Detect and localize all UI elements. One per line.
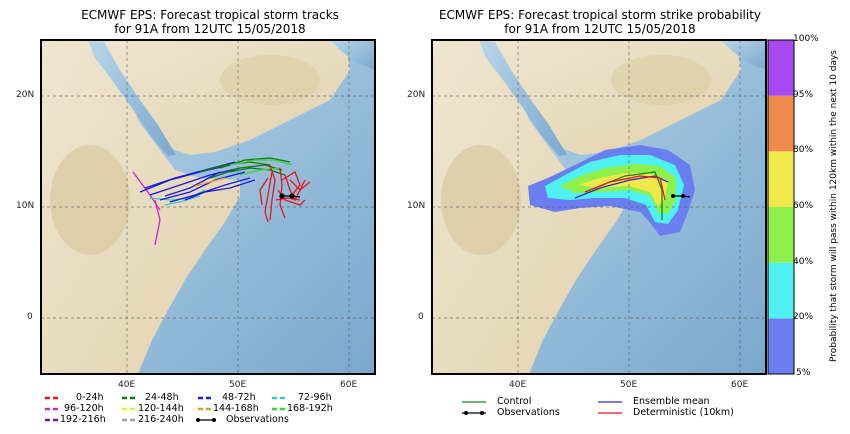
- right-lon-label-50e: 50E: [620, 380, 638, 390]
- left-africa-land: [41, 40, 240, 374]
- legend-item-96-120h: 96-120h: [64, 403, 104, 414]
- legend-item-72-96h: 72-96h: [298, 392, 332, 403]
- legend-item-144-168h: 144-168h: [213, 403, 259, 414]
- colorbar-tick-label: 100%: [793, 34, 819, 44]
- colorbar: [767, 39, 795, 375]
- left-lat-label-20n: 20N: [16, 90, 35, 100]
- right-africa-land: [432, 40, 631, 374]
- colorbar-band: [768, 207, 794, 263]
- right-map: [432, 40, 766, 374]
- left-title: ECMWF EPS: Forecast tropical storm track…: [40, 8, 380, 36]
- colorbar-band: [768, 318, 794, 374]
- right-map-frame: [431, 39, 767, 375]
- legend-ensemble-mean: Ensemble mean: [633, 396, 710, 407]
- left-lat-label-0: 0: [27, 312, 33, 322]
- colorbar-tick-label: 80%: [793, 145, 814, 156]
- left-map: [41, 40, 375, 374]
- colorbar-band: [768, 95, 794, 152]
- right-lat-label-20n: 20N: [407, 90, 426, 100]
- colorbar-band: [768, 40, 794, 96]
- right-lat-label-10n: 10N: [407, 201, 426, 211]
- left-lon-label-60e: 60E: [340, 380, 358, 390]
- legend-item-120-144h: 120-144h: [138, 403, 184, 414]
- left-lat-label-10n: 10N: [16, 201, 35, 211]
- left-red-sea: [88, 40, 176, 156]
- colorbar-tick-label: 40%: [793, 256, 814, 267]
- right-lat-label-0: 0: [418, 312, 424, 322]
- legend-item-0-24h: 0-24h: [76, 392, 104, 403]
- legend-item-24-48h: 24-48h: [145, 392, 179, 403]
- control-track: [599, 171, 663, 220]
- right-title-line2: for 91A from 12UTC 15/05/2018: [504, 22, 696, 36]
- legend-item-48-72h: 48-72h: [222, 392, 256, 403]
- right-title-line1: ECMWF EPS: Forecast tropical storm strik…: [438, 8, 762, 22]
- colorbar-tick-label: 95%: [793, 89, 814, 100]
- left-title-line1: ECMWF EPS: Forecast tropical storm track…: [81, 8, 339, 22]
- legend-item-216-240h: 216-240h: [138, 414, 184, 425]
- colorbar-tick-label: 60%: [793, 201, 814, 211]
- left-observations: [279, 193, 301, 199]
- left-tracks: [132, 157, 311, 246]
- right-lon-label-60e: 60E: [731, 380, 749, 390]
- right-title: ECMWF EPS: Forecast tropical storm strik…: [430, 8, 770, 36]
- legend-control: Control: [497, 396, 532, 407]
- left-title-line2: for 91A from 12UTC 15/05/2018: [114, 22, 306, 36]
- legend-item-192-216h: 192-216h: [60, 414, 106, 425]
- colorbar-frame: [767, 39, 795, 375]
- left-lon-label-50e: 50E: [229, 380, 247, 390]
- legend-item-168-192h: 168-192h: [287, 403, 333, 414]
- legend-item-observations: Observations: [226, 414, 289, 425]
- colorbar-tick-label: 20%: [793, 312, 814, 323]
- colorbar-band: [768, 151, 794, 207]
- right-tracks: [574, 171, 691, 220]
- legend-deterministic: Deterministic (10km): [633, 407, 734, 418]
- left-map-frame: [40, 39, 376, 375]
- legend-right-swatches: [462, 401, 622, 415]
- left-lon-label-40e: 40E: [118, 380, 136, 390]
- colorbar-band: [768, 262, 794, 319]
- colorbar-title: Probability that storm will pass within …: [829, 50, 839, 362]
- legend-observations: Observations: [497, 407, 560, 418]
- right-lon-label-40e: 40E: [509, 380, 527, 390]
- right-red-sea: [479, 40, 567, 156]
- legend-left-swatches: [45, 396, 286, 422]
- deterministic-track: [584, 175, 666, 201]
- colorbar-tick-label: 5%: [796, 368, 811, 378]
